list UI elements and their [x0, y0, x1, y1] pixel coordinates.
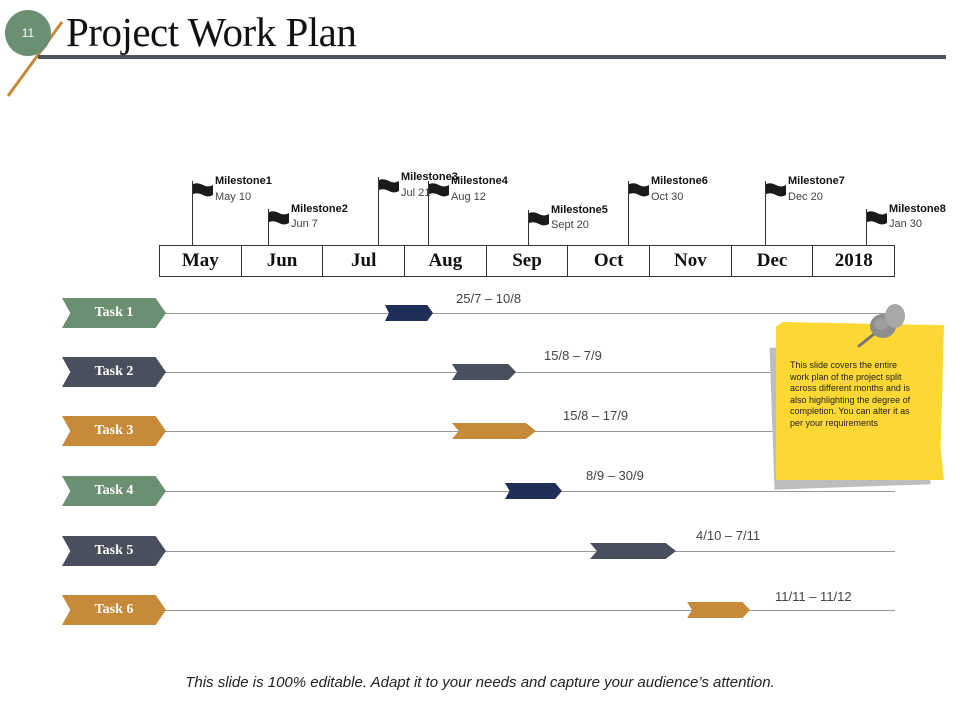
milestone-name: Milestone1 [215, 175, 272, 187]
task-label-tag[interactable]: Task 2 [62, 357, 166, 387]
milestone-date: May 10 [215, 191, 252, 203]
milestone-flag-icon [193, 183, 213, 197]
month-cell: Aug [405, 246, 487, 276]
month-cell: 2018 [834, 250, 873, 271]
sticky-note-text: This slide covers the entire work plan o… [790, 360, 911, 428]
task-date-range: 4/10 – 7/11 [696, 528, 761, 543]
milestone-name: Milestone7 [788, 175, 845, 187]
task-label-tag[interactable]: Task 1 [62, 298, 166, 328]
task-duration-bar[interactable] [687, 602, 750, 618]
milestone-pole [378, 177, 379, 246]
milestone-pole [528, 210, 529, 246]
task-track-line [160, 551, 895, 552]
task-label-tag[interactable]: Task 5 [62, 536, 166, 566]
month-header-row: May Jun Jul Aug Sep Oct Nov Dec 2018 [159, 245, 895, 277]
milestone-flag-icon [766, 183, 786, 197]
task-label-tag[interactable]: Task 6 [62, 595, 166, 625]
milestone-flag-icon [269, 211, 289, 225]
milestone-flag-icon [867, 211, 887, 225]
month-cell: Oct [568, 246, 651, 276]
milestone-name: Milestone2 [291, 203, 348, 215]
month-cell: Sep [487, 246, 569, 276]
milestone-flag-icon [529, 212, 549, 226]
milestone-date: Jan 30 [889, 218, 923, 230]
task-date-range: 8/9 – 30/9 [586, 468, 644, 483]
sticky-note [776, 322, 944, 480]
task-date-range: 15/8 – 17/9 [563, 408, 629, 423]
task-duration-bar[interactable] [590, 543, 676, 559]
milestone-pole [268, 209, 269, 246]
milestone-pole [628, 181, 629, 246]
milestone-name: Milestone6 [651, 175, 708, 187]
milestone-name: Milestone8 [889, 203, 946, 215]
milestone-date: Jul 21 [401, 187, 431, 199]
slide-number-badge: 11 [5, 10, 51, 56]
task-track-line [160, 372, 895, 373]
milestone-date: Sept 20 [551, 219, 589, 231]
milestone-date: Dec 20 [788, 191, 823, 203]
task-date-range: 11/11 – 11/12 [775, 589, 852, 604]
footer-caption: This slide is 100% editable. Adapt it to… [185, 674, 775, 691]
milestone-flag-icon [429, 183, 449, 197]
milestone-pole [866, 209, 867, 246]
task-label-tag[interactable]: Task 3 [62, 416, 166, 446]
tasks-layer: Task 1 25/7 – 10/8 Task 2 15/8 – 7/9 Task 3 1… [62, 291, 895, 625]
push-pin-icon [857, 304, 905, 348]
task-duration-bar[interactable] [452, 364, 516, 380]
milestone-pole [428, 181, 429, 246]
task-duration-bar[interactable] [505, 483, 562, 499]
milestone-date: Aug 12 [451, 191, 486, 203]
month-cell: May [160, 246, 242, 276]
month-cell: Dec [732, 246, 814, 276]
milestones-layer: Milestone1 May 10 Milestone2 Jun 7 Milestone… [0, 0, 960, 250]
task-duration-bar[interactable] [385, 305, 433, 321]
task-track-line [160, 610, 895, 611]
page-title: Project Work Plan [66, 9, 357, 55]
month-cell: Jun [242, 246, 324, 276]
milestone-flag-icon [379, 179, 399, 193]
milestone-date: Jun 7 [291, 218, 318, 230]
title-divider [38, 55, 946, 59]
milestone-name: Milestone5 [551, 204, 608, 216]
milestone-pole [192, 181, 193, 246]
milestone-name: Milestone3 [401, 171, 458, 183]
task-date-range: 25/7 – 10/8 [456, 291, 522, 306]
milestone-flag-icon [629, 183, 649, 197]
task-duration-bar[interactable] [452, 423, 536, 439]
decorative-slash [6, 21, 64, 97]
milestone-date: Oct 30 [651, 191, 684, 203]
month-cell: Jul [323, 246, 406, 276]
month-cell: Nov [650, 246, 732, 276]
task-date-range: 15/8 – 7/9 [544, 348, 602, 363]
milestone-name: Milestone4 [451, 175, 508, 187]
milestone-pole [765, 181, 766, 246]
task-label-tag[interactable]: Task 4 [62, 476, 166, 506]
task-track-line [160, 313, 895, 314]
